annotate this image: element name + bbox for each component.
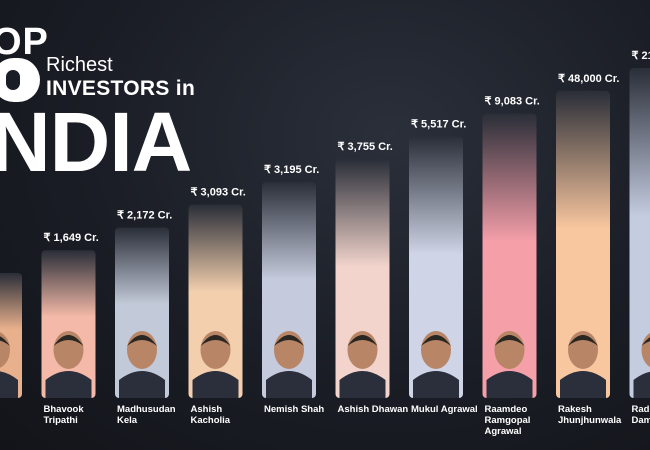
bar-8 [556,90,610,399]
value-label-6: ₹ 5,517 Cr. [411,118,466,130]
name-label-1-0: Bhavook [44,404,85,415]
name-label-2-1: Kela [117,415,138,426]
bar-6 [409,136,463,399]
portrait-hair-8 [568,335,598,346]
value-label-8: ₹ 48,000 Cr. [558,73,619,85]
name-label-9-0: Radha [632,404,650,415]
name-label-3-1: Kacholia [191,415,231,426]
portrait-body-3 [192,371,239,398]
name-label-3-0: Ashish [191,404,223,415]
name-label-7-0: Raamdeo [485,404,528,415]
title-line1: Richest [46,54,113,76]
portrait-hair-1 [53,335,84,346]
portrait-body-1 [45,371,92,398]
bar-1 [41,250,96,398]
value-label-1: ₹ 1,649 Cr. [44,232,99,244]
portrait-hair-2 [127,335,157,346]
portrait-hair-3 [200,335,231,346]
value-label-7: ₹ 9,083 Cr. [485,96,540,108]
name-label-2-0: Madhusudan [117,404,176,415]
title-line3: NDIA [0,95,192,189]
bar-9 [629,68,650,398]
portrait-body-4 [266,371,312,398]
title-top: OP [0,21,49,63]
portrait-hair-6 [421,335,451,346]
value-label-3: ₹ 3,093 Cr. [191,187,246,199]
portrait-hair-7 [494,335,525,346]
title-line2: INVESTORS in [46,77,196,100]
name-label-8-1: Jhunjhunwala [558,415,622,426]
portrait-body-0 [0,371,18,398]
name-label-8-0: Rakesh [558,404,592,415]
portrait-hair-5 [347,335,378,346]
bar-0 [0,273,22,398]
portrait-body-2 [119,371,165,398]
name-label-4-0: Nemish Shah [264,404,324,415]
value-label-4: ₹ 3,195 Cr. [264,164,319,176]
name-label-7-1: Ramgopal [485,415,531,426]
value-label-5: ₹ 3,755 Cr. [338,141,393,153]
bar-5 [335,159,390,398]
value-label-2: ₹ 2,172 Cr. [117,209,172,221]
bar-7 [482,113,537,399]
name-label-9-1: Dama [632,415,650,426]
chart-title: OP Richest INVESTORS in NDIA [0,0,220,200]
portrait-body-7 [486,371,533,398]
value-label-9: ₹ 216 [632,50,650,62]
portrait-body-9 [633,371,650,398]
title-ten-graphic [0,58,40,102]
portrait-hair-0 [0,336,10,346]
portrait-hair-4 [274,335,304,346]
portrait-body-6 [413,371,459,398]
portrait-hair-9 [641,337,650,346]
portrait-body-5 [339,371,386,398]
name-label-6-0: Mukul Agrawal [411,404,478,415]
name-label-1-1: Tripathi [44,415,78,426]
portrait-body-8 [560,371,606,398]
name-label-5-0: Ashish Dhawan [338,404,409,415]
name-label-7-2: Agrawal [485,426,522,437]
